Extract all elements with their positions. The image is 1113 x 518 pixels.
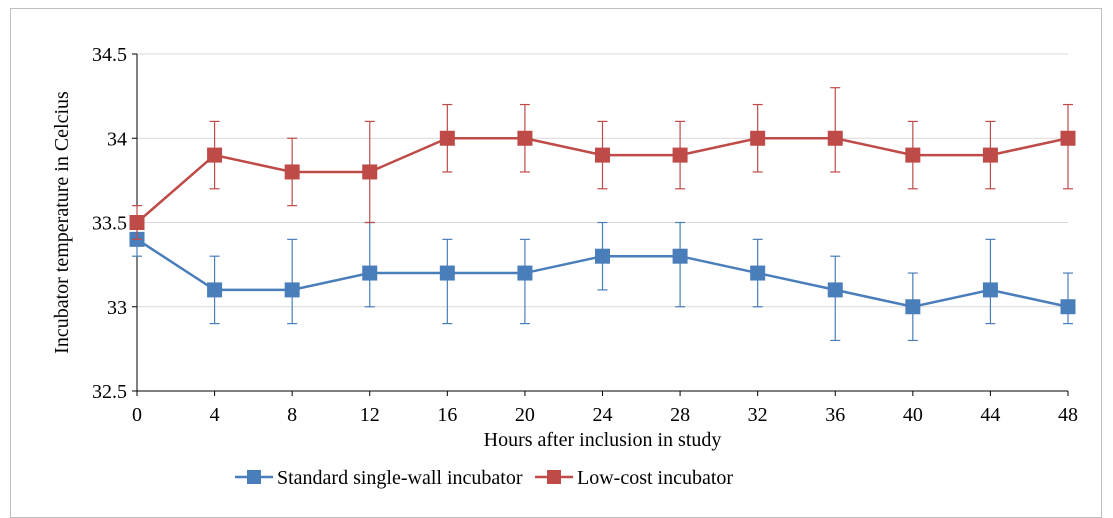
legend: Standard single-wall incubator Low-cost i… bbox=[235, 467, 733, 489]
data-point-marker bbox=[439, 265, 455, 281]
legend-item-1: Standard single-wall incubator bbox=[235, 467, 523, 489]
data-point-marker bbox=[362, 265, 378, 281]
x-tick-label: 48 bbox=[1058, 404, 1078, 426]
x-tick-label: 44 bbox=[980, 404, 1000, 426]
data-point-marker bbox=[207, 282, 223, 298]
data-point-marker bbox=[284, 164, 300, 180]
y-tick-label: 33.5 bbox=[92, 213, 127, 235]
y-axis-title: Incubator temperature in Celcius bbox=[51, 91, 73, 354]
data-point-marker bbox=[1060, 299, 1076, 315]
data-point-marker bbox=[129, 215, 145, 230]
x-tick-label: 24 bbox=[593, 404, 613, 426]
data-point-marker bbox=[827, 130, 843, 146]
x-tick-label: 0 bbox=[132, 404, 142, 426]
data-point-marker bbox=[982, 282, 998, 298]
x-axis-title: Hours after inclusion in study bbox=[484, 429, 722, 451]
data-point-marker bbox=[439, 130, 455, 146]
x-tick-label: 16 bbox=[437, 404, 457, 426]
legend-marker bbox=[547, 470, 561, 484]
y-tick-label: 32.5 bbox=[92, 381, 127, 403]
data-point-marker bbox=[672, 248, 688, 264]
data-point-marker bbox=[672, 147, 688, 163]
x-tick-label: 12 bbox=[360, 404, 380, 426]
legend-label: Low-cost incubator bbox=[577, 467, 733, 489]
x-tick-label: 4 bbox=[210, 404, 220, 426]
data-point-marker bbox=[905, 147, 921, 163]
data-point-marker bbox=[982, 147, 998, 163]
data-point-marker bbox=[362, 164, 378, 180]
series-2 bbox=[129, 87, 1076, 240]
legend-item-2: Low-cost incubator bbox=[535, 467, 733, 489]
series-layer bbox=[129, 87, 1076, 342]
x-tick-label: 32 bbox=[748, 404, 768, 426]
data-point-marker bbox=[595, 248, 610, 264]
data-point-marker bbox=[595, 147, 610, 163]
data-point-marker bbox=[827, 282, 843, 298]
y-tick-labels: 32.5 33 33.5 34 34.5 bbox=[92, 44, 137, 403]
data-point-marker bbox=[207, 147, 223, 163]
x-tick-labels: 0 4 8 12 16 20 24 28 32 36 40 44 48 bbox=[132, 391, 1078, 426]
x-tick-label: 40 bbox=[903, 404, 923, 426]
data-point-marker bbox=[517, 130, 533, 146]
data-point-marker bbox=[750, 130, 766, 146]
data-point-marker bbox=[1060, 130, 1076, 146]
y-tick-label: 34.5 bbox=[92, 44, 127, 66]
series-1 bbox=[129, 221, 1076, 342]
legend-label: Standard single-wall incubator bbox=[277, 467, 523, 489]
data-point-marker bbox=[517, 265, 533, 281]
legend-marker bbox=[247, 470, 261, 484]
x-tick-label: 36 bbox=[825, 404, 845, 426]
x-tick-label: 28 bbox=[670, 404, 690, 426]
data-point-marker bbox=[284, 282, 300, 298]
y-tick-label: 33 bbox=[107, 297, 127, 319]
y-tick-label: 34 bbox=[107, 128, 127, 150]
data-point-marker bbox=[905, 299, 921, 315]
x-tick-label: 20 bbox=[515, 404, 535, 426]
x-tick-label: 8 bbox=[287, 404, 297, 426]
data-point-marker bbox=[750, 265, 766, 281]
